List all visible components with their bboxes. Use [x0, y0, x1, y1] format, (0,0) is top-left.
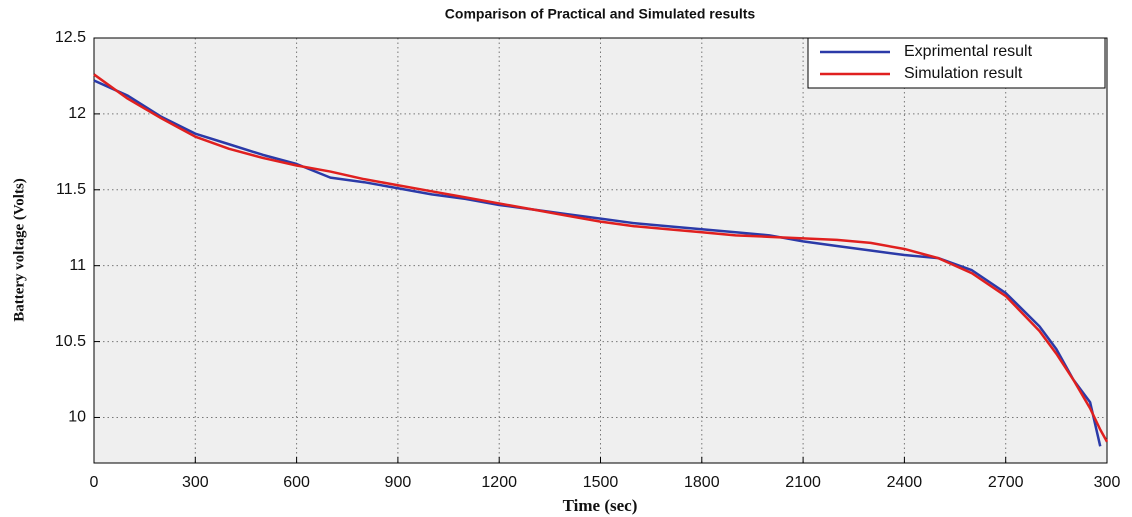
series-line [93, 73, 1109, 443]
y-tick-label: 11 [69, 257, 86, 274]
x-tick-label: 2700 [988, 474, 1024, 491]
y-tick-label: 12 [68, 105, 86, 122]
x-tick-label: 300 [182, 474, 209, 491]
x-tick-label: 1200 [481, 474, 517, 491]
x-tick-label: 900 [385, 474, 412, 491]
legend-label: Exprimental result [904, 43, 1033, 60]
x-tick-label: 2100 [785, 474, 821, 491]
y-tick-label: 11.5 [56, 181, 86, 198]
x-tick-label: 300 [1094, 474, 1121, 491]
x-tick-label: 1800 [684, 474, 720, 491]
legend-label: Simulation result [904, 65, 1023, 82]
y-axis-label: Battery voltage (Volts) [11, 178, 27, 322]
y-tick-label: 10.5 [55, 333, 86, 350]
x-tick-label: 1500 [583, 474, 619, 491]
y-tick-label: 12.5 [55, 29, 86, 46]
legend-box [807, 37, 1106, 89]
x-tick-label: 2400 [887, 474, 923, 491]
series-line [93, 79, 1102, 447]
y-tick-label: 10 [68, 409, 86, 426]
chart-title: Comparison of Practical and Simulated re… [445, 6, 756, 22]
x-tick-label: 600 [283, 474, 310, 491]
axes-frame [93, 37, 1108, 464]
x-axis-label: Time (sec) [563, 496, 638, 515]
x-tick-label: 0 [90, 474, 99, 491]
